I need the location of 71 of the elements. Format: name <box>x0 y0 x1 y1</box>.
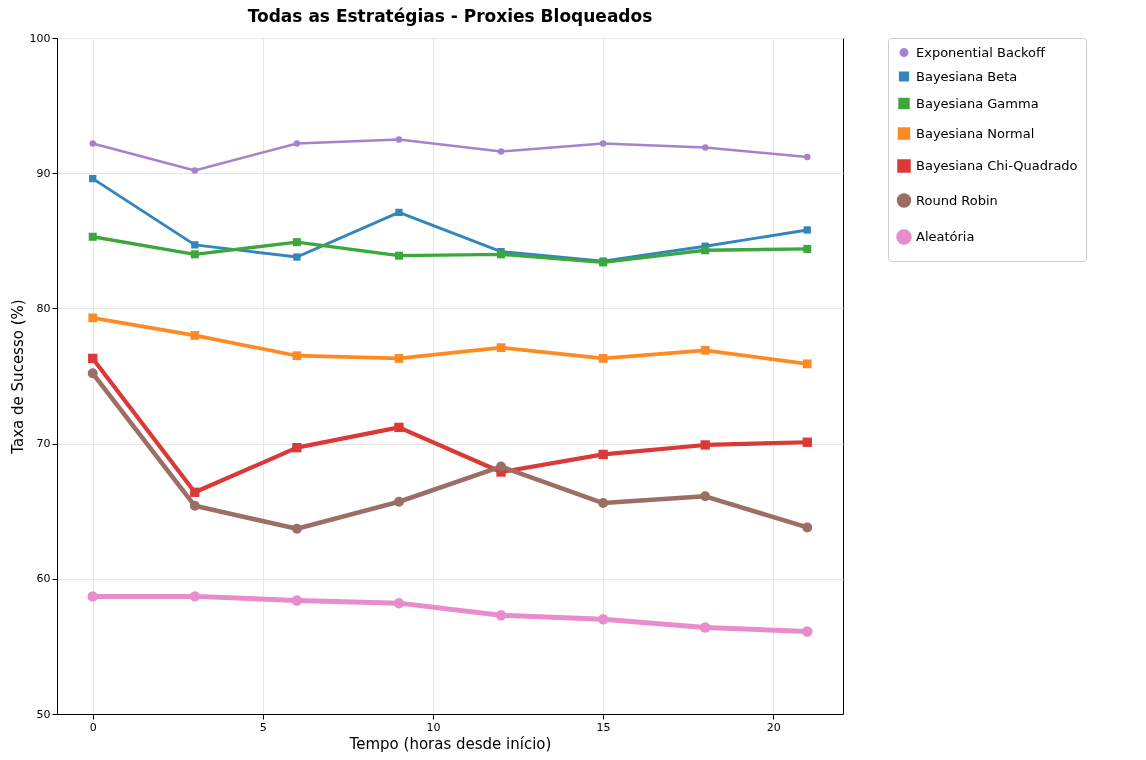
point <box>597 614 609 625</box>
point <box>395 208 403 217</box>
point <box>599 140 607 147</box>
y-tick-label: 50 <box>36 707 51 721</box>
point <box>393 496 404 507</box>
point <box>496 343 506 352</box>
point <box>291 523 302 534</box>
legend-label: Bayesiana Beta <box>916 68 1018 84</box>
point <box>292 351 302 361</box>
point <box>189 591 201 602</box>
point <box>395 136 403 143</box>
point <box>190 250 199 259</box>
point <box>89 174 97 183</box>
point <box>803 244 812 253</box>
point <box>190 331 200 340</box>
x-tick-label: 5 <box>259 720 267 734</box>
point <box>700 345 710 355</box>
point <box>88 353 98 364</box>
point <box>802 437 812 447</box>
y-tick-label: 90 <box>36 166 51 180</box>
point <box>293 140 301 147</box>
point <box>701 246 710 255</box>
point <box>699 622 711 633</box>
point <box>89 140 96 147</box>
point <box>292 442 302 453</box>
point <box>495 610 507 621</box>
point <box>496 461 507 472</box>
legend-label: Round Robin <box>916 192 998 208</box>
point <box>700 440 710 450</box>
x-axis-title: Tempo (horas desde início) <box>348 734 552 753</box>
point <box>802 626 813 637</box>
y-tick-label: 80 <box>36 301 51 315</box>
y-axis-title: Taxa de Sucesso (%) <box>8 299 27 455</box>
y-tick-label: 70 <box>36 437 51 451</box>
point <box>598 498 609 509</box>
point <box>598 354 608 363</box>
point <box>802 522 813 533</box>
point <box>191 241 199 249</box>
point <box>497 148 505 155</box>
point <box>88 313 98 323</box>
point <box>87 368 98 379</box>
point <box>598 449 608 460</box>
point <box>802 359 812 369</box>
x-tick-label: 20 <box>766 720 781 734</box>
point <box>189 500 200 511</box>
point <box>803 226 811 234</box>
point <box>190 487 200 497</box>
point <box>701 144 709 151</box>
legend-label: Bayesiana Normal <box>916 125 1035 141</box>
point <box>393 597 405 609</box>
point <box>394 354 404 363</box>
point <box>293 253 301 261</box>
x-tick-label: 15 <box>596 720 611 734</box>
x-tick-label: 10 <box>426 720 441 734</box>
point <box>191 167 199 174</box>
y-tick-label: 60 <box>36 572 51 586</box>
point <box>291 595 303 606</box>
chart-title: Todas as Estratégias - Proxies Bloqueados <box>247 6 653 26</box>
x-tick-label: 0 <box>89 720 97 734</box>
legend-label: Aleatória <box>916 229 975 244</box>
point <box>88 232 97 241</box>
y-tick-label: 100 <box>29 31 51 45</box>
point <box>292 238 301 247</box>
point <box>394 251 403 260</box>
legend-label: Bayesiana Chi-Quadrado <box>916 158 1078 173</box>
legend-label: Exponential Backoff <box>916 44 1047 60</box>
point <box>804 153 811 161</box>
point <box>394 422 404 433</box>
legend-label: Bayesiana Gamma <box>916 95 1039 111</box>
point <box>87 591 98 602</box>
point <box>700 491 711 502</box>
